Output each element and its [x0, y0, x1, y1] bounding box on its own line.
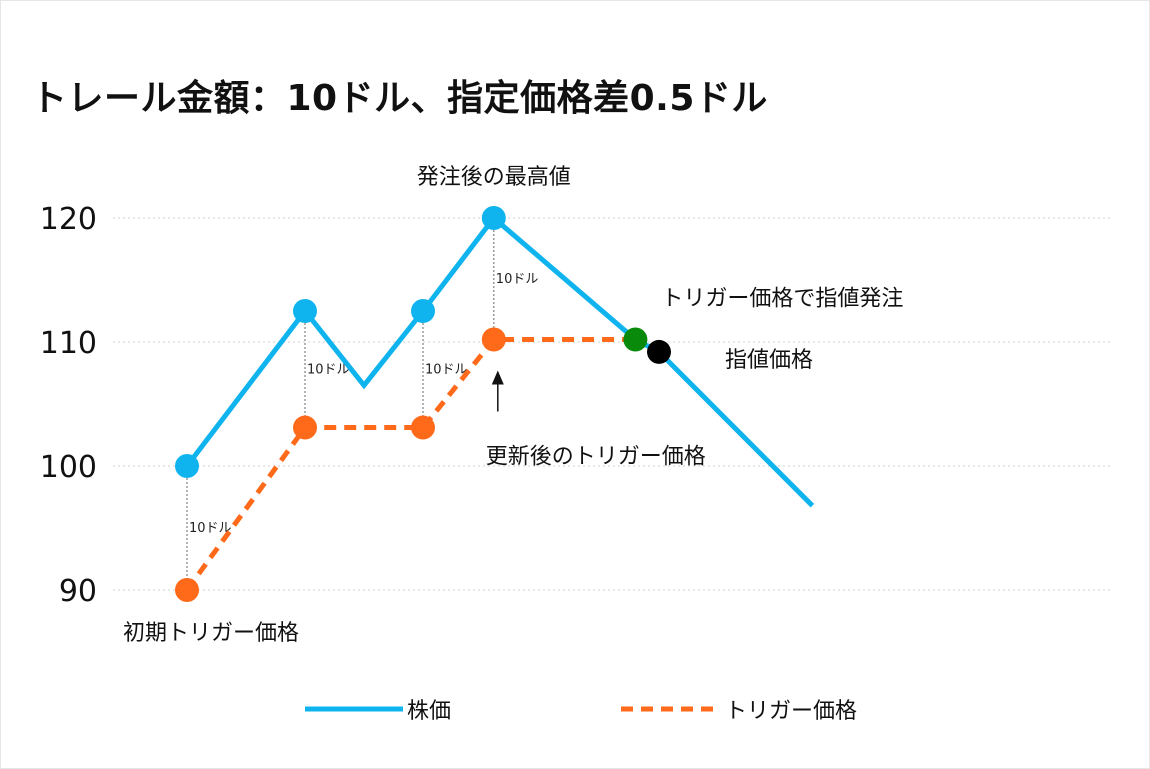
point-markers [175, 206, 671, 602]
legend-item-stock-price: 株価 [305, 689, 451, 729]
legend-swatch-trigger-price [621, 706, 721, 712]
chart-title: トレール金額：10ドル、指定価格差0.5ドル [31, 78, 768, 119]
data-point-7 [411, 415, 435, 440]
y-tick-label-90: 90 [59, 574, 97, 609]
data-point-2 [293, 299, 317, 323]
gridlines [113, 217, 1113, 591]
legend-label-stock-price: 株価 [407, 699, 452, 724]
data-point-3 [411, 299, 435, 323]
annotation-updated-trigger: 更新後のトリガー価格 [486, 445, 706, 470]
difference-label-1: 10ドル [189, 521, 232, 536]
data-point-4 [481, 206, 506, 230]
annotation-peak: 発注後の最高値 [417, 165, 571, 190]
legend-swatch-stock-price [305, 706, 403, 712]
difference-label-4: 10ドル [496, 272, 539, 287]
data-point-9 [623, 327, 648, 352]
data-point-5 [175, 578, 199, 602]
data-point-8 [481, 327, 506, 352]
difference-label-2: 10ドル [307, 362, 350, 377]
y-tick-label-110: 110 [40, 326, 97, 361]
difference-label-3: 10ドル [425, 362, 468, 377]
arrow-head-updated-trigger [491, 370, 504, 385]
y-tick-label-120: 120 [40, 202, 97, 237]
y-axis-ticks: 90 100 110 120 [40, 202, 97, 609]
legend-item-trigger-price: トリガー価格 [619, 689, 857, 729]
y-tick-label-100: 100 [40, 450, 97, 485]
difference-markers: 10ドル 10ドル 10ドル 10ドル [186, 218, 539, 590]
data-point-1 [175, 454, 199, 478]
data-point-6 [293, 415, 317, 440]
annotation-limit-price: 指値価格 [725, 348, 813, 373]
legend-label-trigger-price: トリガー価格 [725, 699, 858, 724]
annotation-order-at-trigger: トリガー価格で指値発注 [661, 287, 903, 312]
data-point-10 [647, 339, 671, 364]
arrows [491, 370, 504, 412]
annotation-initial-trigger: 初期トリガー価格 [123, 621, 299, 646]
legend: 株価 トリガー価格 [1, 689, 1149, 729]
